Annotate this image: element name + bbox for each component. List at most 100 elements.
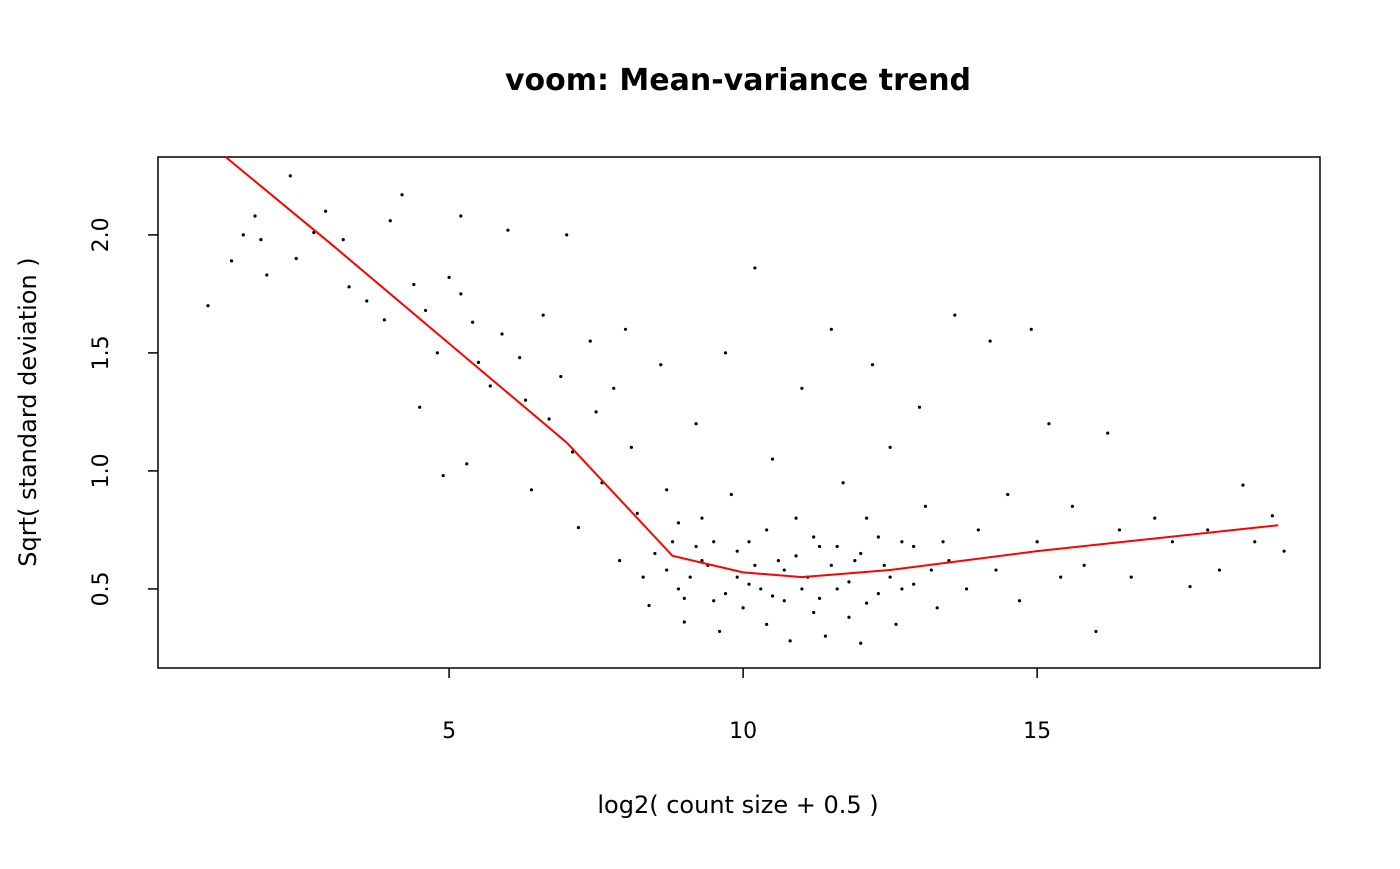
y-axis-label: Sqrt( standard deviation ) (14, 257, 42, 566)
data-point (682, 596, 686, 600)
data-point (529, 488, 534, 492)
data-point (1217, 568, 1222, 572)
data-point (765, 528, 769, 532)
data-point (1059, 575, 1063, 579)
data-point (506, 228, 510, 232)
data-point (294, 256, 298, 261)
data-point (682, 620, 686, 624)
data-point (500, 332, 504, 336)
data-point (1129, 575, 1133, 579)
data-point (712, 540, 716, 544)
data-point (229, 259, 234, 263)
data-point (653, 551, 657, 556)
data-point (817, 596, 822, 600)
data-point (770, 594, 775, 598)
data-point (659, 363, 663, 367)
data-point (694, 422, 698, 426)
data-point (1017, 599, 1022, 603)
data-point (794, 554, 798, 558)
data-point (923, 504, 928, 508)
data-point (747, 582, 751, 586)
data-point (800, 587, 804, 591)
data-point (900, 587, 904, 591)
data-point (770, 457, 775, 461)
chart-title: voom: Mean-variance trend (505, 63, 971, 98)
data-point (776, 559, 780, 563)
data-point (1094, 629, 1098, 634)
y-tick-label: 1.5 (89, 335, 114, 370)
data-point (859, 641, 863, 645)
data-point (865, 601, 869, 605)
data-point (400, 193, 404, 197)
data-point (1029, 327, 1033, 331)
data-point (1282, 549, 1286, 553)
data-point (723, 351, 728, 355)
data-point (1188, 584, 1192, 589)
data-point (365, 299, 369, 303)
data-point (588, 339, 592, 343)
data-point (929, 568, 933, 572)
data-point (812, 610, 816, 615)
data-point (206, 304, 210, 308)
data-point (835, 544, 839, 549)
data-point (765, 622, 769, 626)
data-point (835, 587, 839, 591)
data-point (829, 563, 833, 567)
data-point (629, 445, 633, 449)
data-point (865, 516, 869, 520)
data-point (700, 559, 704, 563)
data-point (612, 386, 616, 390)
data-point (323, 209, 328, 213)
data-point (523, 398, 528, 402)
data-point (700, 516, 704, 520)
data-point (717, 629, 722, 634)
data-point (1270, 514, 1274, 518)
y-tick-label: 2.0 (89, 217, 114, 252)
data-point (888, 445, 892, 449)
data-point (688, 575, 692, 579)
data-point (988, 339, 992, 343)
data-point (894, 622, 898, 626)
data-point (976, 528, 980, 532)
data-point (741, 606, 745, 610)
data-point (1035, 540, 1039, 544)
data-point (253, 214, 257, 218)
data-point (794, 516, 798, 520)
data-point (559, 374, 563, 379)
data-point (729, 492, 733, 497)
data-point (459, 292, 463, 296)
data-point (953, 313, 957, 317)
data-point (435, 351, 439, 355)
x-tick-label: 5 (442, 719, 456, 744)
data-point (676, 587, 681, 591)
data-point (782, 599, 786, 603)
data-point (382, 318, 387, 322)
trend-line (224, 156, 1279, 579)
data-point (759, 587, 763, 591)
data-point (471, 320, 475, 324)
data-point (753, 266, 757, 270)
data-point (618, 559, 622, 563)
data-point (623, 327, 628, 331)
data-point (841, 481, 845, 485)
data-point (912, 582, 916, 586)
data-point (441, 474, 445, 478)
data-point (917, 405, 922, 409)
data-point (418, 405, 422, 409)
data-point (900, 540, 904, 544)
data-point (788, 639, 792, 643)
data-point (576, 525, 581, 530)
data-point (712, 599, 716, 603)
data-point (823, 634, 828, 638)
data-point (1170, 540, 1174, 544)
data-point (694, 544, 698, 549)
data-point (723, 592, 728, 596)
data-point (594, 410, 598, 414)
data-point (847, 580, 851, 584)
data-point (882, 563, 886, 567)
data-point (1253, 540, 1257, 544)
data-point (1241, 483, 1245, 487)
data-point (817, 544, 822, 549)
data-point (465, 462, 469, 466)
